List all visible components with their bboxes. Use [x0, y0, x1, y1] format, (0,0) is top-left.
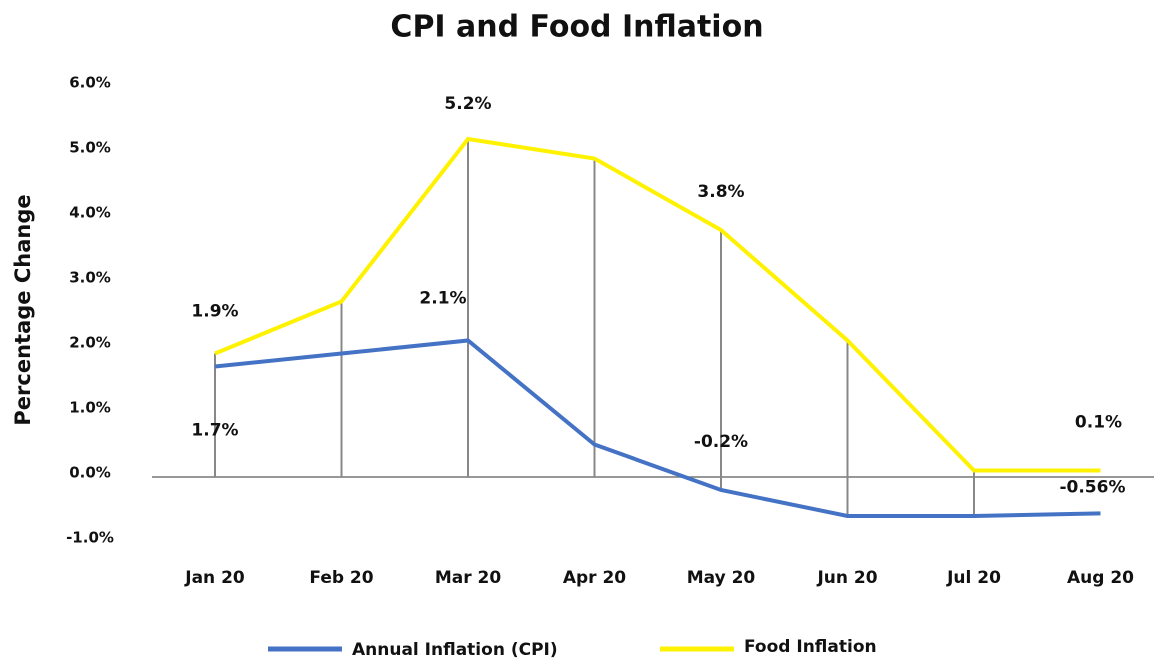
- x-tick-label: Apr 20: [563, 568, 626, 588]
- x-tick-label: Mar 20: [435, 568, 502, 588]
- data-label: 1.9%: [191, 302, 238, 322]
- data-label: -0.56%: [1059, 477, 1125, 497]
- y-tick-label: 5.0%: [69, 139, 111, 157]
- y-tick-label: 0.0%: [69, 464, 111, 482]
- legend-label: Annual Inflation (CPI): [352, 640, 558, 660]
- legend-label: Food Inflation: [744, 637, 877, 657]
- data-label: 0.1%: [1075, 413, 1122, 433]
- data-label: 5.2%: [444, 94, 491, 114]
- x-tick-label: Feb 20: [309, 568, 373, 588]
- y-tick-label: 6.0%: [69, 74, 111, 92]
- x-tick-label: Jun 20: [816, 568, 877, 588]
- x-tick-label: Jul 20: [946, 568, 1001, 588]
- x-tick-label: Aug 20: [1067, 568, 1134, 588]
- y-axis-title: Percentage Change: [11, 194, 35, 425]
- chart-title: CPI and Food Inflation: [390, 10, 763, 45]
- data-label: 2.1%: [419, 289, 466, 309]
- y-tick-label: 1.0%: [69, 399, 111, 417]
- x-tick-label: Jan 20: [184, 568, 245, 588]
- data-label: 1.7%: [191, 421, 238, 441]
- y-tick-label: 2.0%: [69, 334, 111, 352]
- series-line: [214, 338, 1101, 518]
- data-label: 3.8%: [697, 182, 744, 202]
- series-line: [214, 136, 1101, 473]
- y-tick-label: -1.0%: [66, 529, 114, 547]
- y-tick-label: 4.0%: [69, 204, 111, 222]
- x-tick-label: May 20: [687, 568, 756, 588]
- data-label: -0.2%: [694, 432, 748, 452]
- y-tick-label: 3.0%: [69, 269, 111, 287]
